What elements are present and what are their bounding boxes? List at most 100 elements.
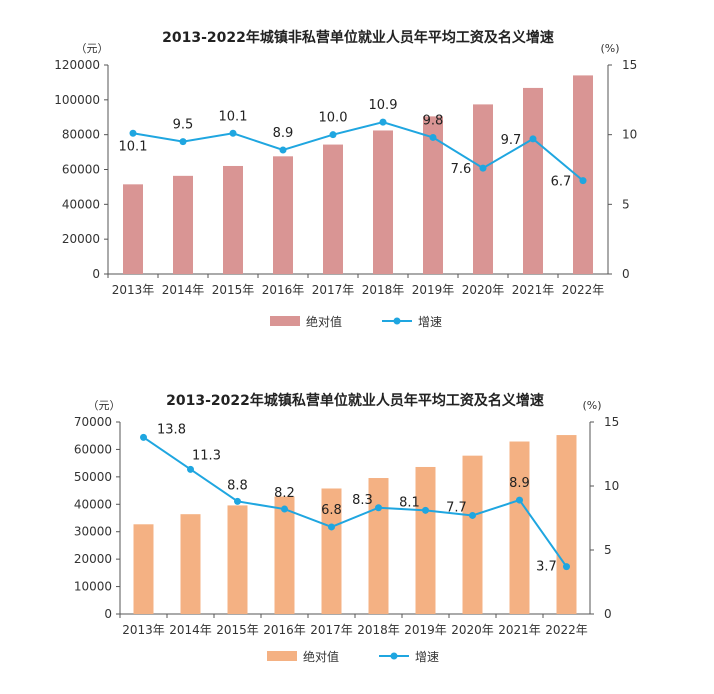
bar-6 (373, 130, 393, 274)
growth-data-label: 9.7 (501, 133, 522, 148)
bar-8 (462, 455, 483, 614)
chart-title: 2013-2022年城镇私营单位就业人员年平均工资及名义增速 (166, 392, 544, 409)
growth-point-4 (279, 146, 287, 154)
right-tick-label: 15 (604, 415, 619, 429)
left-tick-label: 50000 (74, 470, 112, 484)
right-tick-label: 10 (622, 128, 637, 142)
bar-5 (321, 488, 342, 614)
legend-swatch-marker (390, 652, 398, 660)
growth-point-5 (328, 523, 335, 531)
growth-data-label: 11.3 (192, 448, 221, 463)
growth-point-10 (563, 563, 570, 571)
x-tick-label: 2016年 (263, 623, 306, 637)
growth-point-2 (179, 138, 187, 146)
growth-point-6 (375, 504, 382, 512)
bar-8 (473, 104, 493, 274)
growth-point-7 (429, 133, 437, 141)
x-tick-label: 2019年 (412, 283, 455, 297)
growth-point-5 (329, 131, 337, 139)
growth-point-4 (281, 505, 288, 513)
growth-data-label: 10.1 (119, 139, 148, 154)
bar-10 (573, 75, 593, 274)
x-tick-label: 2018年 (357, 623, 400, 637)
growth-data-label: 6.8 (321, 503, 342, 518)
left-tick-label: 0 (104, 607, 112, 621)
growth-point-9 (529, 135, 537, 143)
left-tick-label: 80000 (62, 128, 100, 142)
chart-nonprivate-svg: 2013-2022年城镇非私营单位就业人员年平均工资及名义增速 （元） (%) 0 20… (54, 29, 637, 329)
x-tick-label: 2019年 (404, 623, 447, 637)
legend-label-line: 增速 (418, 315, 442, 329)
legend-label-bar: 绝对值 (303, 649, 339, 664)
x-tick-label: 2022年 (562, 283, 605, 297)
legend-label-bar: 绝对值 (306, 314, 342, 329)
growth-data-label: 8.9 (509, 476, 530, 491)
bar-1 (133, 524, 154, 614)
left-tick-label: 70000 (74, 415, 112, 429)
left-tick-label: 0 (92, 267, 100, 281)
growth-data-label: 10.1 (219, 109, 248, 124)
growth-line (142, 436, 568, 568)
x-tick-label: 2021年 (498, 623, 541, 637)
x-tick-label: 2017年 (310, 623, 353, 637)
growth-point-1 (140, 433, 147, 441)
left-tick-label: 10000 (74, 580, 112, 594)
right-tick-label: 0 (622, 267, 630, 281)
bar-4 (273, 156, 293, 274)
left-tick-label: 20000 (62, 232, 100, 246)
growth-point-8 (479, 164, 487, 172)
bar-7 (415, 466, 436, 614)
growth-point-10 (579, 177, 587, 185)
right-tick-label: 5 (622, 197, 630, 211)
bar-6 (368, 478, 389, 614)
right-tick-label: 0 (604, 607, 612, 621)
bar-3 (227, 505, 248, 614)
growth-data-label: 8.3 (352, 493, 373, 508)
x-tick-label: 2013年 (122, 623, 165, 637)
left-tick-label: 30000 (74, 525, 112, 539)
x-tick-label: 2020年 (451, 623, 494, 637)
chart-private-svg: 2013-2022年城镇私营单位就业人员年平均工资及名义增速（元） (%)0100… (74, 392, 619, 664)
x-tick-label: 2013年 (112, 283, 155, 297)
left-tick-label: 100000 (54, 93, 100, 107)
growth-data-label: 9.5 (173, 118, 194, 133)
legend-label-line: 增速 (415, 650, 439, 664)
growth-data-label: 7.6 (451, 162, 472, 177)
x-tick-label: 2016年 (262, 283, 305, 297)
right-tick-label: 15 (622, 58, 637, 72)
bar-9 (523, 87, 543, 274)
left-tick-label: 40000 (62, 197, 100, 211)
growth-point-7 (422, 506, 429, 514)
x-tick-label: 2022年 (545, 623, 588, 637)
bar-7 (423, 116, 443, 274)
x-tick-label: 2021年 (512, 283, 555, 297)
growth-data-label: 6.7 (551, 175, 572, 190)
x-tick-label: 2017年 (312, 283, 355, 297)
bar-3 (223, 165, 243, 274)
left-tick-label: 40000 (74, 497, 112, 511)
right-axis-unit: (%) (600, 42, 619, 55)
bar-9 (509, 441, 530, 614)
growth-data-label: 8.8 (227, 478, 248, 493)
legend-swatch-bar (270, 316, 300, 326)
bar-2 (173, 175, 193, 274)
growth-data-label: 8.2 (274, 486, 295, 501)
x-tick-label: 2014年 (169, 623, 212, 637)
growth-data-label: 8.9 (273, 126, 294, 141)
growth-data-label: 10.0 (319, 111, 348, 126)
right-tick-label: 5 (604, 543, 612, 557)
growth-point-2 (187, 465, 194, 473)
growth-line (132, 121, 584, 182)
growth-data-label: 9.8 (423, 113, 444, 128)
growth-data-label: 10.9 (369, 98, 398, 113)
growth-point-3 (229, 129, 237, 137)
bar-1 (123, 184, 143, 274)
chart-nonprivate-wages: 2013-2022年城镇非私营单位就业人员年平均工资及名义增速 （元） (%) 0 20… (0, 0, 714, 340)
left-tick-label: 60000 (62, 163, 100, 177)
chart-title: 2013-2022年城镇非私营单位就业人员年平均工资及名义增速 (162, 29, 554, 46)
growth-point-1 (129, 129, 137, 137)
right-tick-label: 10 (604, 479, 619, 493)
bar-2 (180, 514, 201, 614)
left-axis-unit: （元） (76, 42, 109, 55)
growth-point-3 (234, 497, 241, 505)
